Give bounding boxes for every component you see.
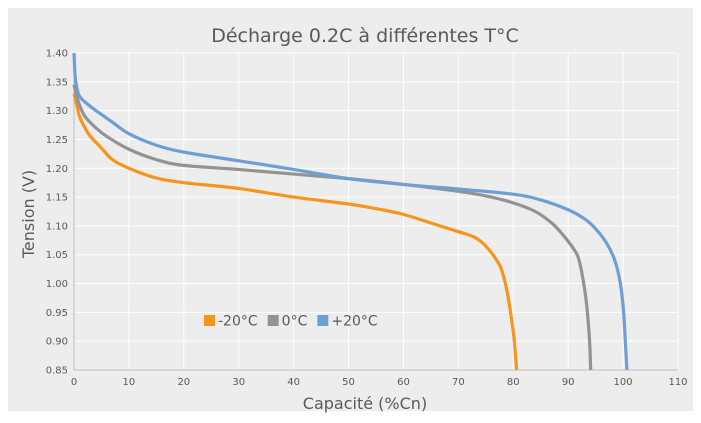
x-tick-label: 80 [507,377,520,388]
x-tick-label: 100 [614,377,633,388]
chart-background [8,8,693,411]
y-axis-title: Tension (V) [19,170,38,259]
x-tick-label: 50 [342,377,355,388]
chart-title: Décharge 0.2C à différentes T°C [211,25,519,47]
y-tick-label: 1.40 [46,49,68,60]
legend: -20°C 0°C +20°C [204,314,378,330]
y-tick-label: 1.20 [46,164,68,175]
legend-swatch [204,315,215,326]
legend-swatch [317,315,329,326]
legend-label: 0°C [282,314,308,330]
y-tick-label: 1.10 [46,221,68,232]
y-tick-label: 0.90 [46,337,68,348]
y-tick-label: 1.35 [46,77,68,88]
y-tick-label: 1.05 [46,250,68,261]
legend-label: +20°C [331,314,378,330]
legend-label: -20°C [218,314,258,330]
x-tick-label: 30 [232,377,245,388]
x-tick-label: 90 [562,377,575,388]
y-tick-label: 1.15 [46,193,68,204]
series-lines [72,52,629,371]
x-tick-label: 60 [397,377,410,388]
series-line-0 [72,92,519,371]
x-tick-label: 70 [452,377,465,388]
axes: 0.85 0.90 0.95 1.00 1.05 1.10 1.15 1.20 1.25 1.30… [46,49,688,389]
legend-swatch [267,315,279,326]
y-tick-label: 1.30 [46,106,68,117]
x-tick-label: 0 [71,377,77,388]
x-tick-label: 110 [668,377,687,388]
y-tick-label: 0.95 [46,308,68,319]
x-tick-label: 20 [177,377,190,388]
series-line-2 [72,52,629,371]
x-tick-label: 40 [287,377,300,388]
y-tick-label: 1.25 [46,135,68,146]
y-tick-label: 0.85 [46,366,68,377]
y-tick-label: 1.00 [46,279,68,290]
x-tick-label: 10 [123,377,136,388]
x-axis-title: Capacité (%Cn) [303,394,427,413]
